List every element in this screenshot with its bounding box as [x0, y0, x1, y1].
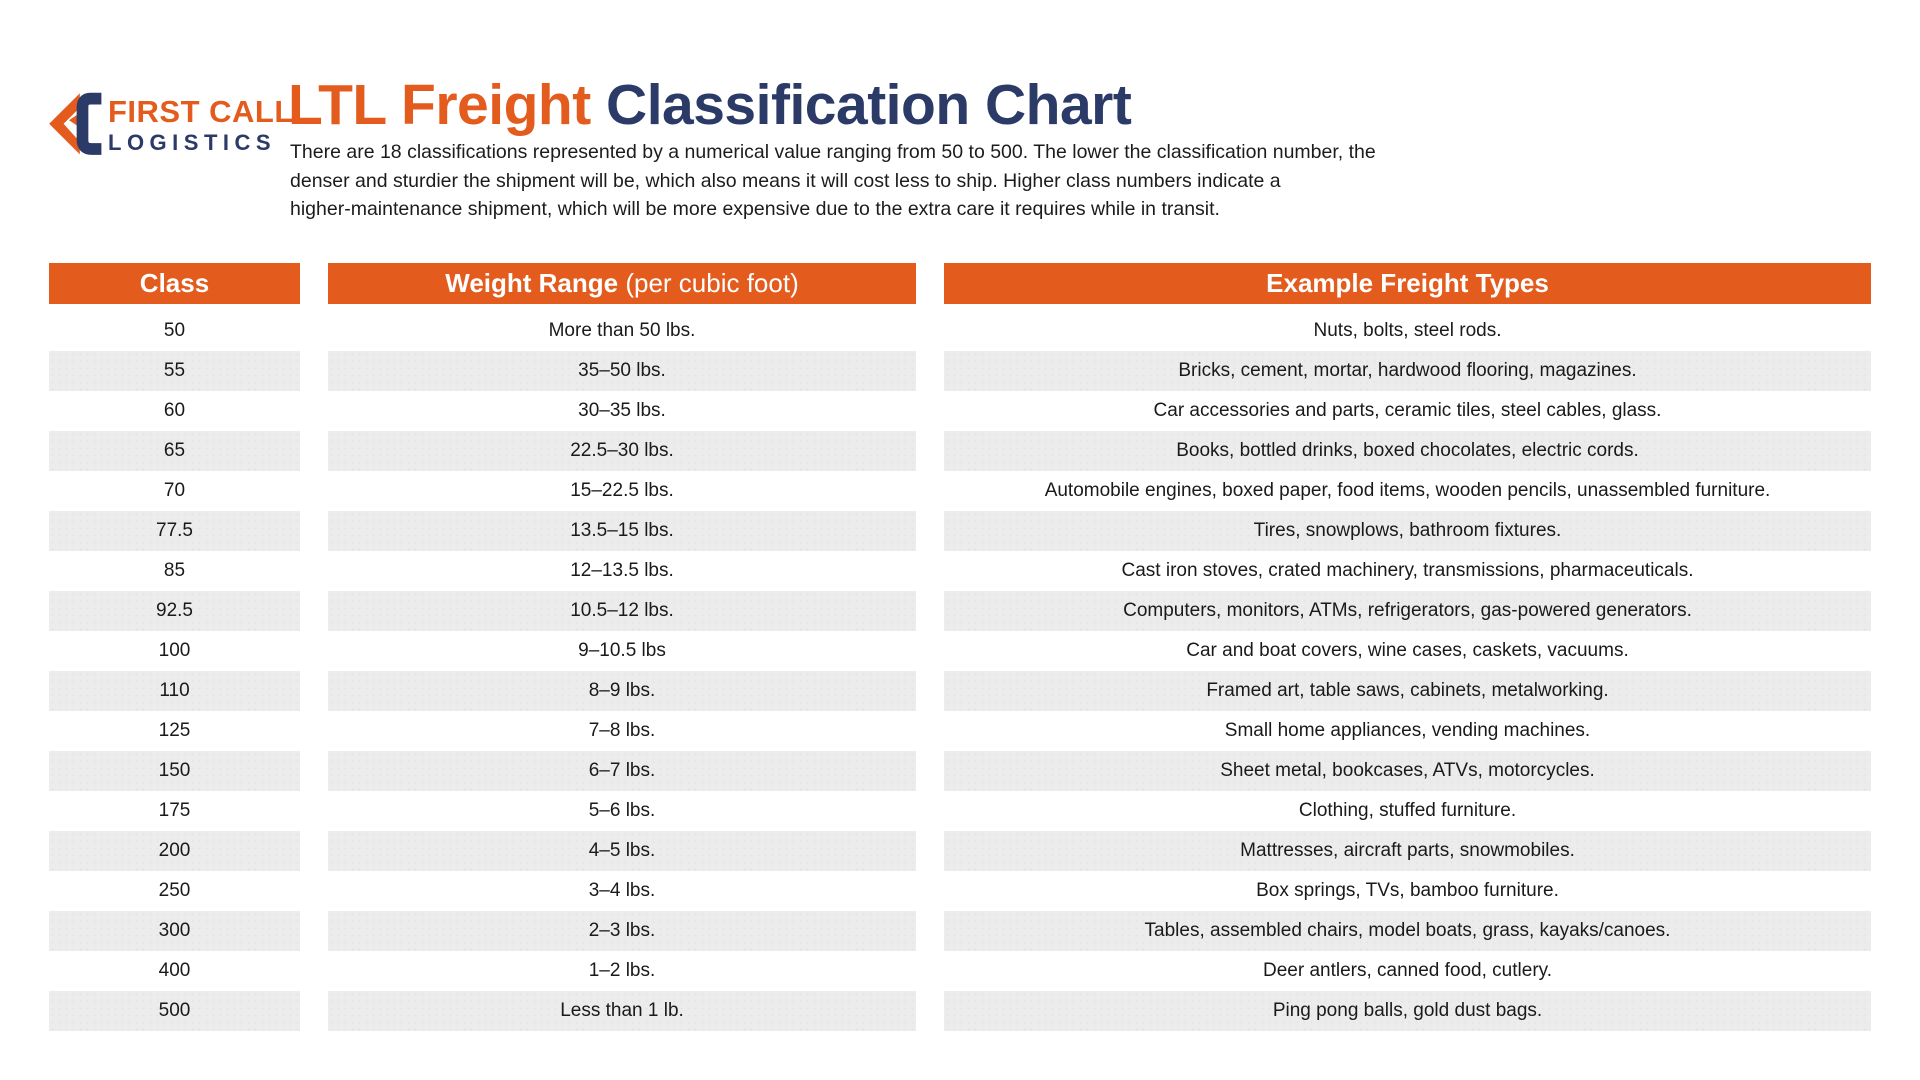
- class-cell: 200: [49, 831, 300, 871]
- example-freight-types-cell: Books, bottled drinks, boxed chocolates,…: [944, 431, 1871, 471]
- column-header-weight-range-sublabel: (per cubic foot): [618, 268, 799, 298]
- column-header-example-freight-types-label: Example Freight Types: [1266, 268, 1549, 298]
- example-freight-types-cell: Computers, monitors, ATMs, refrigerators…: [944, 591, 1871, 631]
- example-freight-types-cell: Box springs, TVs, bamboo furniture.: [1256, 880, 1559, 901]
- intro-description-line-2: denser and sturdier the shipment will be…: [290, 169, 1281, 192]
- table-row: 85 12–13.5 lbs. Cast iron stoves, crated…: [49, 551, 1871, 591]
- table-row: 92.5 10.5–12 lbs. Computers, monitors, A…: [49, 591, 1871, 631]
- weight-range-cell: More than 50 lbs.: [548, 320, 696, 341]
- class-cell: 400: [158, 960, 191, 981]
- class-cell: 70: [163, 480, 186, 501]
- class-cell: 150: [49, 751, 300, 791]
- class-cell: 175: [158, 800, 191, 821]
- weight-range-cell: 22.5–30 lbs.: [328, 431, 916, 471]
- weight-range-cell: 13.5–15 lbs.: [328, 511, 916, 551]
- table-row: 77.5 13.5–15 lbs. Tires, snowplows, bath…: [49, 511, 1871, 551]
- table-row: 150 6–7 lbs. Sheet metal, bookcases, ATV…: [49, 751, 1871, 791]
- weight-range-cell: 10.5–12 lbs.: [328, 591, 916, 631]
- example-freight-types-cell: Small home appliances, vending machines.: [1224, 720, 1591, 741]
- table-row: 300 2–3 lbs. Tables, assembled chairs, m…: [49, 911, 1871, 951]
- table-row: 175 5–6 lbs. Clothing, stuffed furniture…: [49, 791, 1871, 831]
- weight-range-cell: 1–2 lbs.: [588, 960, 656, 981]
- table-body: 50 More than 50 lbs. Nuts, bolts, steel …: [49, 311, 1871, 1031]
- table-header-row: Class Weight Range (per cubic foot) Exam…: [49, 263, 1871, 304]
- class-cell: 55: [49, 351, 300, 391]
- table-row: 250 3–4 lbs. Box springs, TVs, bamboo fu…: [49, 871, 1871, 911]
- logo-wordmark: FIRST CALL LOGISTICS: [108, 84, 294, 154]
- example-freight-types-cell: Mattresses, aircraft parts, snowmobiles.: [944, 831, 1871, 871]
- example-freight-types-cell: Clothing, stuffed furniture.: [1298, 800, 1517, 821]
- page-title-orange-part: LTL Freight: [288, 73, 607, 138]
- class-cell: 300: [49, 911, 300, 951]
- table-row: 60 30–35 lbs. Car accessories and parts,…: [49, 391, 1871, 431]
- example-freight-types-cell: Ping pong balls, gold dust bags.: [944, 991, 1871, 1031]
- example-freight-types-cell: Automobile engines, boxed paper, food it…: [1044, 480, 1771, 501]
- logo-text-logistics: LOGISTICS: [108, 130, 277, 155]
- class-cell: 92.5: [49, 591, 300, 631]
- example-freight-types-cell: Cast iron stoves, crated machinery, tran…: [1121, 560, 1694, 581]
- class-cell: 250: [158, 880, 191, 901]
- weight-range-cell: 3–4 lbs.: [588, 880, 656, 901]
- example-freight-types-cell: Car and boat covers, wine cases, caskets…: [1186, 640, 1629, 661]
- weight-range-cell: 8–9 lbs.: [328, 671, 916, 711]
- class-cell: 85: [163, 560, 186, 581]
- table-row: 110 8–9 lbs. Framed art, table saws, cab…: [49, 671, 1871, 711]
- example-freight-types-cell: Deer antlers, canned food, cutlery.: [1262, 960, 1553, 981]
- weight-range-cell: 4–5 lbs.: [328, 831, 916, 871]
- example-freight-types-cell: Tables, assembled chairs, model boats, g…: [944, 911, 1871, 951]
- class-cell: 77.5: [49, 511, 300, 551]
- intro-description-line-1: There are 18 classifications represented…: [290, 141, 1376, 163]
- weight-range-cell: 9–10.5 lbs: [578, 640, 666, 661]
- weight-range-cell: 30–35 lbs.: [578, 400, 666, 421]
- intro-description-line-3: higher-maintenance shipment, which will …: [290, 198, 1220, 220]
- table-row: 70 15–22.5 lbs. Automobile engines, boxe…: [49, 471, 1871, 511]
- class-cell: 50: [163, 320, 186, 341]
- table-row: 50 More than 50 lbs. Nuts, bolts, steel …: [49, 311, 1871, 351]
- class-cell: 500: [49, 991, 300, 1031]
- example-freight-types-cell: Bricks, cement, mortar, hardwood floorin…: [944, 351, 1871, 391]
- table-row: 200 4–5 lbs. Mattresses, aircraft parts,…: [49, 831, 1871, 871]
- table-row: 500 Less than 1 lb. Ping pong balls, gol…: [49, 991, 1871, 1031]
- logo-text-first-call: FIRST CALL: [108, 94, 294, 129]
- intro-description: There are 18 classifications represented…: [290, 138, 1520, 224]
- weight-range-cell: 2–3 lbs.: [328, 911, 916, 951]
- weight-range-cell: Less than 1 lb.: [328, 991, 916, 1031]
- example-freight-types-cell: Car accessories and parts, ceramic tiles…: [1153, 400, 1662, 421]
- example-freight-types-cell: Sheet metal, bookcases, ATVs, motorcycle…: [944, 751, 1871, 791]
- table-row: 65 22.5–30 lbs. Books, bottled drinks, b…: [49, 431, 1871, 471]
- page-title-navy-part: Classification Chart: [606, 73, 1132, 138]
- column-header-class-label: Class: [139, 268, 210, 298]
- example-freight-types-cell: Nuts, bolts, steel rods.: [1313, 320, 1502, 341]
- weight-range-cell: 15–22.5 lbs.: [570, 480, 674, 501]
- column-header-class: Class: [49, 263, 300, 304]
- example-freight-types-cell: Framed art, table saws, cabinets, metalw…: [944, 671, 1871, 711]
- example-freight-types-cell: Tires, snowplows, bathroom fixtures.: [944, 511, 1871, 551]
- table-row: 55 35–50 lbs. Bricks, cement, mortar, ha…: [49, 351, 1871, 391]
- class-cell: 60: [163, 400, 186, 421]
- table-row: 125 7–8 lbs. Small home appliances, vend…: [49, 711, 1871, 751]
- first-call-logo-icon: [49, 92, 102, 155]
- weight-range-cell: 6–7 lbs.: [328, 751, 916, 791]
- page-title: LTL Freight Classification Chart: [288, 73, 1132, 138]
- classification-table: Class Weight Range (per cubic foot) Exam…: [49, 263, 1871, 1031]
- weight-range-cell: 12–13.5 lbs.: [570, 560, 674, 581]
- table-row: 400 1–2 lbs. Deer antlers, canned food, …: [49, 951, 1871, 991]
- class-cell: 110: [49, 671, 300, 711]
- class-cell: 100: [158, 640, 191, 661]
- table-row: 100 9–10.5 lbs Car and boat covers, wine…: [49, 631, 1871, 671]
- class-cell: 65: [49, 431, 300, 471]
- class-cell: 125: [158, 720, 191, 741]
- first-call-logistics-logo: FIRST CALL LOGISTICS: [42, 84, 294, 160]
- column-header-weight-range-label: Weight Range: [445, 268, 619, 298]
- weight-range-cell: 7–8 lbs.: [588, 720, 656, 741]
- weight-range-cell: 5–6 lbs.: [588, 800, 656, 821]
- column-header-example-freight-types: Example Freight Types: [944, 263, 1871, 304]
- weight-range-cell: 35–50 lbs.: [328, 351, 916, 391]
- column-header-weight-range: Weight Range (per cubic foot): [328, 263, 916, 304]
